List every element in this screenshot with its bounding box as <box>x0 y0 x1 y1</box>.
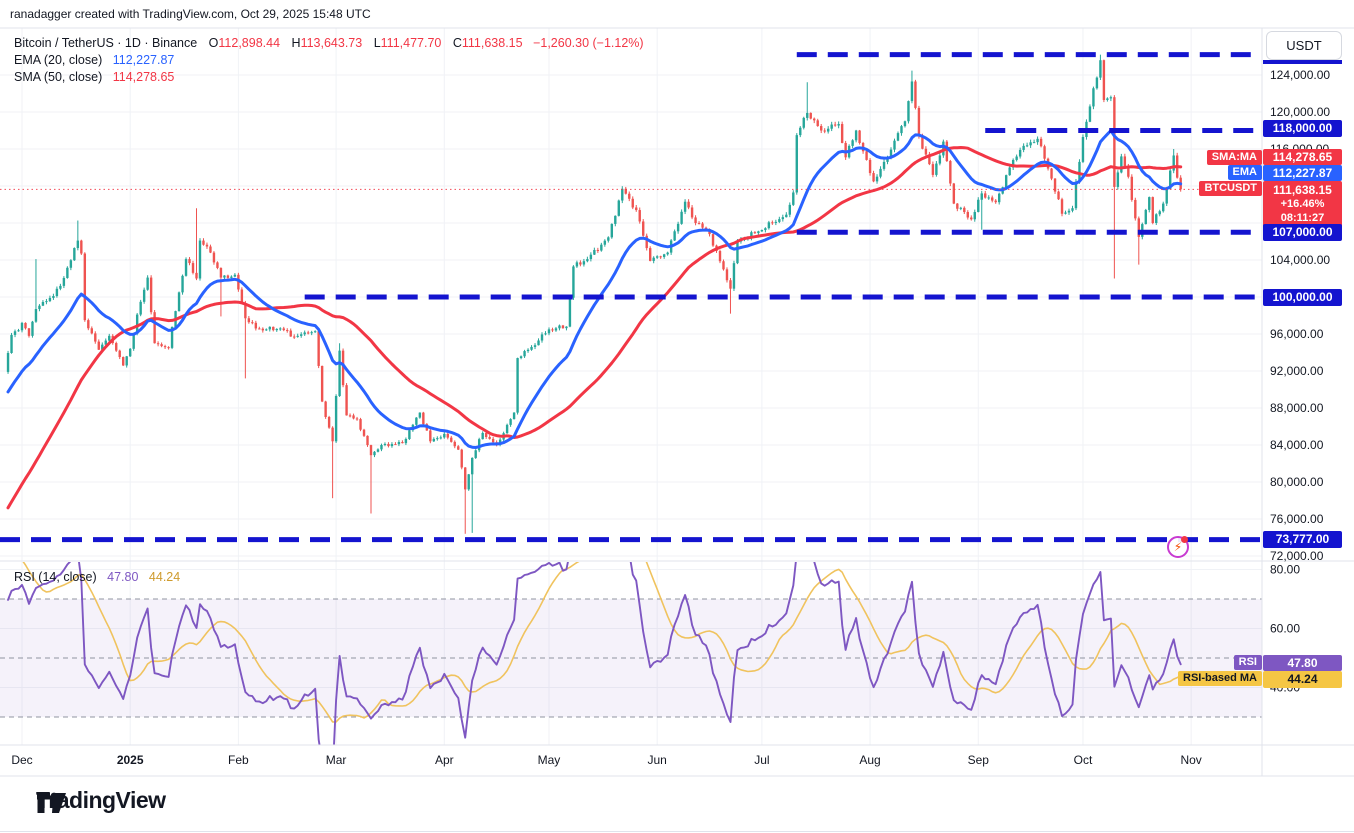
time-tick-label: Apr <box>435 753 454 767</box>
time-tick-label: Nov <box>1180 753 1201 767</box>
pane-borders <box>0 27 1354 832</box>
ema-value: 112,227.87 <box>112 53 175 67</box>
close-letter: C <box>452 36 462 50</box>
hidden-level-badge-sliver <box>1263 60 1342 64</box>
price-tick-label: 96,000.00 <box>1270 327 1324 341</box>
rsi-tick-label: 60.00 <box>1270 622 1300 636</box>
ema-label: EMA (20, close) <box>14 53 103 67</box>
candlestick-series <box>6 54 1182 534</box>
level-badge-118000: 118,000.00 <box>1263 120 1342 137</box>
time-tick-label: 2025 <box>117 753 144 767</box>
lightning-glyph: ⚡ <box>1173 540 1183 554</box>
open-value: 112,898.44 <box>218 36 281 50</box>
rsi-legend-row: RSI (14, close) 47.80 44.24 <box>14 570 180 584</box>
currency-toggle-button[interactable]: USDT <box>1266 31 1342 60</box>
rsi-axis-badge: 47.80 <box>1263 655 1342 671</box>
symbol-legend-row: Bitcoin / TetherUS · 1D · Binance O112,8… <box>14 36 644 50</box>
symbol-title: Bitcoin / TetherUS · 1D · Binance <box>14 36 198 50</box>
price-tick-label: 92,000.00 <box>1270 364 1324 378</box>
high-value: 113,643.73 <box>300 36 363 50</box>
attribution-text: ranadagger created with TradingView.com,… <box>10 7 371 21</box>
tradingview-logo[interactable]: TradingView <box>36 787 166 814</box>
rsi-line <box>7 562 1182 745</box>
bar-countdown: 08:11:27 <box>1280 212 1325 224</box>
high-letter: H <box>291 36 301 50</box>
rsi-ma-chip: RSI-based MA <box>1178 671 1262 686</box>
time-tick-label: Jul <box>754 753 769 767</box>
price-tick-label: 104,000.00 <box>1270 253 1330 267</box>
rsi-tick-label: 80.00 <box>1270 563 1300 577</box>
tradingview-logo-mark <box>37 792 66 813</box>
time-tick-label: Mar <box>326 753 347 767</box>
price-tick-label: 76,000.00 <box>1270 512 1324 526</box>
change-percent-value: +16.46% <box>1280 198 1325 210</box>
symbol-chip: BTCUSDT <box>1199 181 1262 196</box>
sma-legend-row: SMA (50, close) 114,278.65 <box>14 70 174 84</box>
ema-axis-badge: 112,227.87 <box>1263 165 1342 181</box>
time-tick-label: Feb <box>228 753 249 767</box>
sma-chip: SMA:MA <box>1206 150 1262 165</box>
price-tick-label: 80,000.00 <box>1270 475 1324 489</box>
rsi-ma-line <box>22 562 1182 723</box>
axis-labels[interactable]: 124,000.00120,000.00116,000.00104,000.00… <box>11 68 1330 767</box>
low-letter: L <box>373 36 381 50</box>
time-tick-label: Aug <box>859 753 880 767</box>
level-badge-107000: 107,000.00 <box>1263 224 1342 241</box>
rsi-ma-value: 44.24 <box>148 570 181 584</box>
ema-chip: EMA <box>1227 165 1262 180</box>
gridlines <box>0 28 1262 745</box>
alert-dot <box>1181 536 1188 543</box>
sma-label: SMA (50, close) <box>14 70 103 84</box>
price-tick-label: 120,000.00 <box>1270 105 1330 119</box>
low-value: 111,477.70 <box>380 36 442 50</box>
price-tick-label: 84,000.00 <box>1270 438 1324 452</box>
last-price-axis-badge: 111,638.15 +16.46% 08:11:27 <box>1263 181 1342 228</box>
last-price-value: 111,638.15 <box>1273 183 1332 197</box>
sma-50-line <box>6 146 1183 510</box>
price-tick-label: 88,000.00 <box>1270 401 1324 415</box>
rsi-label: RSI (14, close) <box>14 570 97 584</box>
rsi-ma-axis-badge: 44.24 <box>1263 671 1342 688</box>
time-tick-label: Jun <box>648 753 667 767</box>
time-tick-label: May <box>538 753 561 767</box>
ema-legend-row: EMA (20, close) 112,227.87 <box>14 53 174 67</box>
open-letter: O <box>208 36 219 50</box>
price-tick-label: 72,000.00 <box>1270 549 1324 563</box>
lightning-alert-icon[interactable]: ⚡ <box>1167 536 1189 558</box>
sma-value: 114,278.65 <box>112 70 175 84</box>
level-badge-100000: 100,000.00 <box>1263 289 1342 306</box>
time-tick-label: Dec <box>11 753 32 767</box>
rsi-chip: RSI <box>1233 655 1262 670</box>
sma-axis-badge: 114,278.65 <box>1263 149 1342 165</box>
ema-20-line <box>6 129 1183 449</box>
close-value: 111,638.15 <box>461 36 523 50</box>
change-value: −1,260.30 (−1.12%) <box>533 36 644 50</box>
time-tick-label: Oct <box>1074 753 1093 767</box>
price-tick-label: 124,000.00 <box>1270 68 1330 82</box>
level-badge-73777: 73,777.00 <box>1263 531 1342 548</box>
rsi-value: 47.80 <box>107 570 139 584</box>
time-tick-label: Sep <box>968 753 990 767</box>
